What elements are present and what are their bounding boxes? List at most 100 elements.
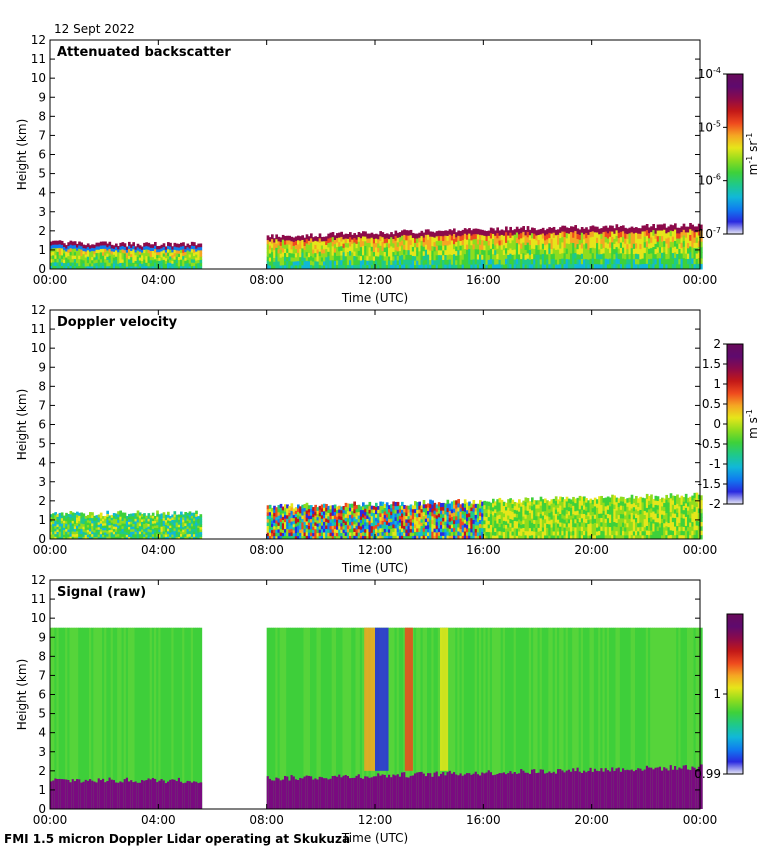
velocity-cell xyxy=(619,509,623,515)
backscatter-cell xyxy=(383,238,387,244)
backscatter-cell xyxy=(80,265,83,270)
backscatter-cell xyxy=(338,237,341,243)
backscatter-cell xyxy=(268,261,272,266)
velocity-cell xyxy=(63,524,66,528)
velocity-cell xyxy=(539,505,543,510)
backscatter-cell xyxy=(340,255,343,261)
backscatter-cell xyxy=(697,257,701,264)
backscatter-cell xyxy=(143,252,146,257)
velocity-cell xyxy=(593,510,597,515)
velocity-cell xyxy=(303,514,307,519)
velocity-cell xyxy=(294,523,298,527)
velocity-cell xyxy=(80,531,83,535)
velocity-cell xyxy=(693,529,697,535)
velocity-cell xyxy=(663,522,666,528)
backscatter-cell xyxy=(424,239,428,245)
velocity-cell xyxy=(600,513,603,518)
backscatter-cell xyxy=(502,264,506,270)
backscatter-cell xyxy=(190,252,194,256)
backscatter-cell xyxy=(563,236,567,243)
velocity-cell xyxy=(442,510,445,515)
velocity-cell xyxy=(73,518,77,522)
velocity-cell xyxy=(351,535,354,540)
velocity-cell xyxy=(639,509,642,515)
velocity-cell xyxy=(689,530,692,536)
velocity-cell xyxy=(147,528,151,532)
velocity-cell xyxy=(359,535,363,540)
velocity-cell xyxy=(331,522,335,526)
backscatter-cell xyxy=(292,253,296,258)
backscatter-cell xyxy=(312,241,315,246)
backscatter-cell xyxy=(383,242,387,248)
velocity-cell xyxy=(56,528,60,532)
backscatter-cell xyxy=(80,245,83,250)
backscatter-cell xyxy=(364,245,367,251)
velocity-cell xyxy=(531,505,534,511)
backscatter-cell xyxy=(630,231,634,238)
backscatter-cell xyxy=(405,259,408,265)
velocity-cell xyxy=(494,520,497,525)
velocity-cell xyxy=(390,511,393,516)
velocity-cell xyxy=(420,518,424,523)
backscatter-cell xyxy=(292,261,296,266)
backscatter-cell xyxy=(169,265,172,270)
backscatter-cell xyxy=(440,254,443,260)
velocity-cell xyxy=(654,508,658,514)
velocity-cell xyxy=(691,499,694,505)
velocity-cell xyxy=(95,515,99,519)
velocity-cell xyxy=(424,518,428,523)
velocity-cell xyxy=(186,525,190,530)
velocity-cell xyxy=(440,521,443,526)
backscatter-cell xyxy=(197,243,200,248)
velocity-cell xyxy=(604,505,608,511)
velocity-cell xyxy=(637,498,640,503)
backscatter-cell xyxy=(357,231,361,238)
backscatter-cell xyxy=(583,233,586,240)
backscatter-cell xyxy=(483,230,486,236)
backscatter-cell xyxy=(422,259,426,265)
velocity-cell xyxy=(658,498,662,504)
backscatter-cell xyxy=(552,263,556,270)
velocity-cell xyxy=(390,528,393,533)
velocity-cell xyxy=(667,510,671,515)
velocity-cell xyxy=(446,535,450,540)
velocity-cell xyxy=(485,501,489,506)
backscatter-cell xyxy=(325,252,328,258)
velocity-cell xyxy=(444,510,447,515)
backscatter-cell xyxy=(461,249,465,255)
backscatter-cell xyxy=(442,249,445,256)
velocity-cell xyxy=(611,494,614,500)
velocity-cell xyxy=(336,535,339,540)
velocity-cell xyxy=(173,536,177,540)
backscatter-cell xyxy=(418,255,421,261)
velocity-cell xyxy=(362,527,365,533)
backscatter-cell xyxy=(531,237,534,244)
backscatter-cell xyxy=(604,252,608,259)
velocity-cell xyxy=(134,515,138,519)
velocity-cell xyxy=(515,517,519,522)
velocity-cell xyxy=(149,529,153,533)
backscatter-cell xyxy=(344,242,348,248)
velocity-cell xyxy=(448,528,452,533)
backscatter-cell xyxy=(667,226,671,233)
backscatter-cell xyxy=(437,249,441,256)
velocity-cell xyxy=(606,521,610,527)
backscatter-cell xyxy=(364,264,367,270)
velocity-cell xyxy=(97,529,101,533)
velocity-cell xyxy=(472,515,476,520)
backscatter-cell xyxy=(658,235,662,242)
backscatter-cell xyxy=(108,251,112,256)
backscatter-cell xyxy=(167,255,170,260)
velocity-cell xyxy=(578,521,582,527)
velocity-cell xyxy=(509,522,512,528)
velocity-cell xyxy=(353,524,356,529)
velocity-cell xyxy=(145,517,148,521)
velocity-cell xyxy=(559,509,562,515)
velocity-cell xyxy=(175,534,179,538)
backscatter-cell xyxy=(589,247,593,254)
backscatter-cell xyxy=(199,262,203,267)
backscatter-cell xyxy=(424,259,428,265)
backscatter-cell xyxy=(186,265,190,270)
velocity-cell xyxy=(173,533,177,537)
backscatter-cell xyxy=(583,258,586,265)
